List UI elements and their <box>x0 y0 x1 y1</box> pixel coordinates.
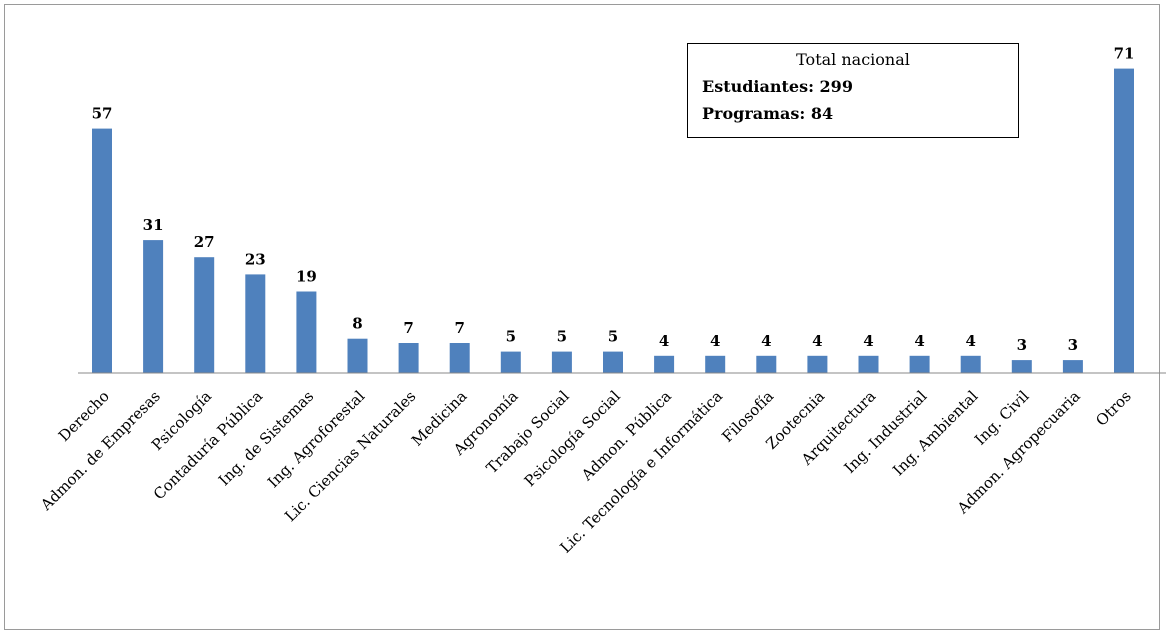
bars-group <box>92 68 1134 373</box>
totals-title: Total nacional <box>796 50 910 69</box>
data-label: 4 <box>965 332 975 350</box>
data-label: 5 <box>506 328 516 346</box>
bar <box>858 355 879 373</box>
data-label: 4 <box>761 332 771 350</box>
bar <box>1062 360 1083 373</box>
data-label: 31 <box>143 216 164 234</box>
data-label: 4 <box>710 332 720 350</box>
category-label: Psicología Social <box>521 387 624 490</box>
bar <box>551 351 572 373</box>
data-label: 57 <box>92 105 113 123</box>
bar <box>449 343 470 373</box>
category-label: Ing. Agroforestal <box>264 387 368 491</box>
bar <box>92 128 112 373</box>
data-label: 7 <box>403 319 413 337</box>
bar <box>603 351 623 373</box>
data-label: 5 <box>557 328 567 346</box>
data-label: 8 <box>352 315 362 333</box>
bar <box>296 291 317 373</box>
bar <box>245 274 266 373</box>
bar <box>807 355 828 373</box>
category-label: Ing. de Sistemas <box>215 387 317 489</box>
bar <box>194 257 215 373</box>
data-label: 4 <box>863 332 873 350</box>
bar <box>347 338 368 373</box>
value-labels-group: 57 31 27 23 19 8 7 7 5 5 5 4 4 4 4 4 4 4 3 3 71 <box>92 45 1135 355</box>
bar <box>960 355 981 373</box>
data-label: 27 <box>194 233 215 251</box>
totals-legend-box: Total nacional Estudiantes: 299 Programa… <box>687 43 1019 138</box>
data-label: 5 <box>608 328 618 346</box>
data-label: 4 <box>812 332 822 350</box>
students-total: Estudiantes: 299 <box>702 77 853 96</box>
data-label: 3 <box>1068 336 1078 354</box>
data-label: 7 <box>454 319 464 337</box>
data-label: 19 <box>296 268 317 286</box>
data-label: 4 <box>914 332 924 350</box>
category-label: Otros <box>1092 387 1135 430</box>
data-label: 4 <box>659 332 669 350</box>
bar <box>398 343 419 373</box>
bar <box>705 355 726 373</box>
data-label: 23 <box>245 250 266 268</box>
data-label: 3 <box>1017 336 1027 354</box>
bar <box>756 355 777 373</box>
bar <box>1114 68 1134 373</box>
category-label: Admon. Pública <box>577 387 675 485</box>
programs-total: Programas: 84 <box>702 104 834 123</box>
data-label: 71 <box>1114 45 1135 63</box>
bar <box>500 351 521 373</box>
bar <box>143 240 164 373</box>
bar <box>1011 360 1032 373</box>
bar <box>654 355 675 373</box>
bar <box>909 355 930 373</box>
